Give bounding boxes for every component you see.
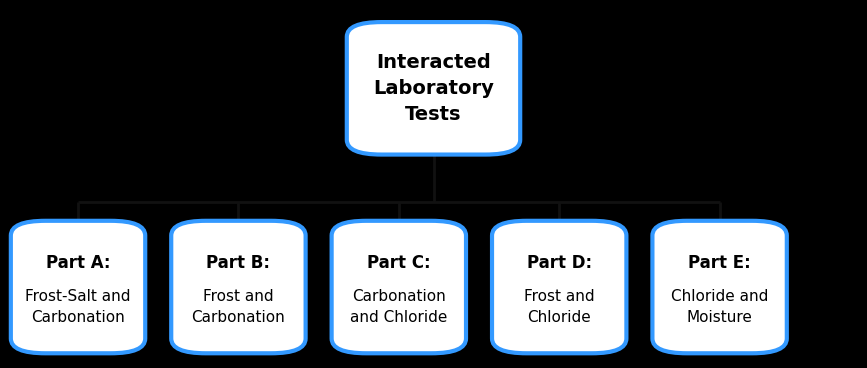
Text: Part C:: Part C: bbox=[367, 254, 431, 272]
FancyBboxPatch shape bbox=[652, 221, 787, 353]
Text: Interacted
Laboratory
Tests: Interacted Laboratory Tests bbox=[373, 53, 494, 124]
Text: Part E:: Part E: bbox=[688, 254, 751, 272]
Text: Frost and
Carbonation: Frost and Carbonation bbox=[192, 289, 285, 325]
FancyBboxPatch shape bbox=[172, 221, 306, 353]
FancyBboxPatch shape bbox=[331, 221, 466, 353]
FancyBboxPatch shape bbox=[347, 22, 520, 155]
Text: Frost and
Chloride: Frost and Chloride bbox=[524, 289, 595, 325]
Text: Carbonation
and Chloride: Carbonation and Chloride bbox=[350, 289, 447, 325]
FancyBboxPatch shape bbox=[10, 221, 146, 353]
Text: Frost-Salt and
Carbonation: Frost-Salt and Carbonation bbox=[25, 289, 131, 325]
FancyBboxPatch shape bbox=[492, 221, 626, 353]
Text: Part D:: Part D: bbox=[526, 254, 592, 272]
Text: Part A:: Part A: bbox=[46, 254, 110, 272]
Text: Chloride and
Moisture: Chloride and Moisture bbox=[671, 289, 768, 325]
Text: Part B:: Part B: bbox=[206, 254, 271, 272]
